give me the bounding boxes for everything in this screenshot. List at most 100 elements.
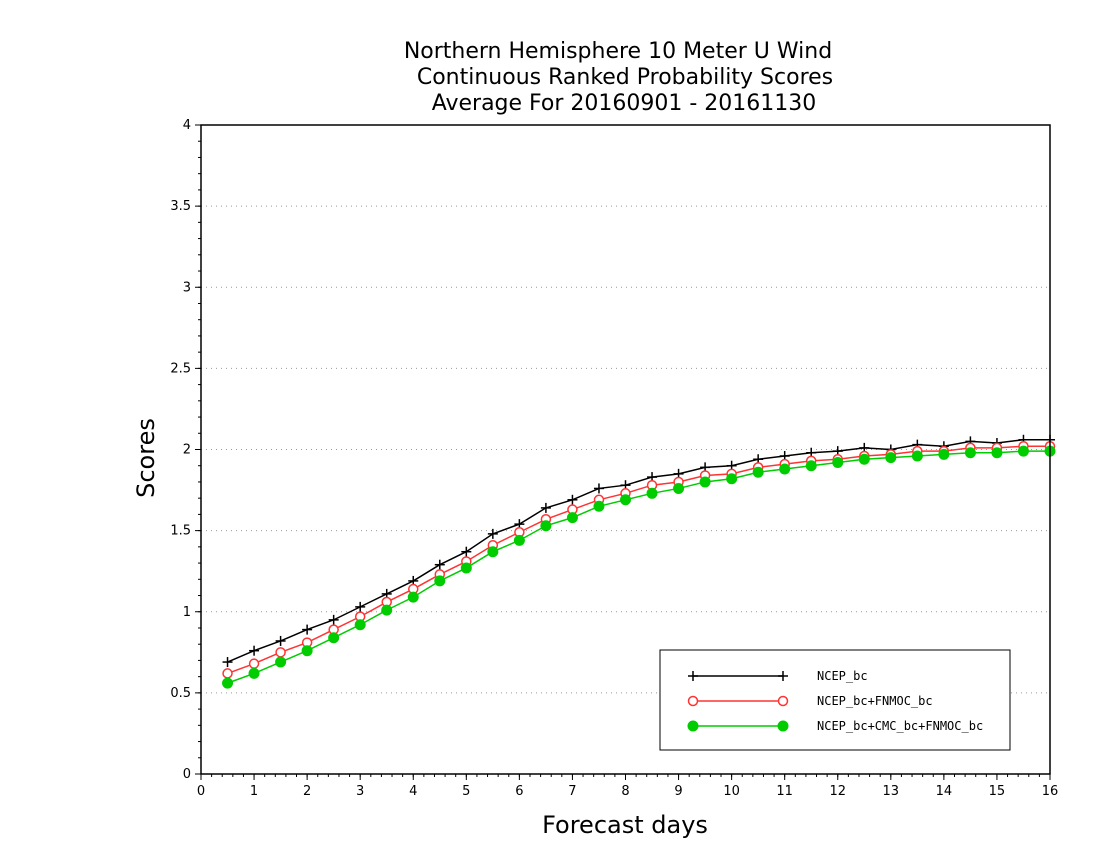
data-point bbox=[779, 463, 791, 475]
data-point bbox=[328, 614, 339, 625]
data-point bbox=[222, 668, 233, 679]
x-tick-label: 5 bbox=[462, 784, 470, 799]
data-point bbox=[302, 624, 313, 635]
x-tick-label: 15 bbox=[989, 784, 1006, 799]
data-point bbox=[593, 483, 604, 494]
data-point bbox=[275, 647, 286, 658]
data-point bbox=[461, 546, 472, 557]
data-point bbox=[275, 635, 286, 646]
data-point bbox=[991, 447, 1003, 459]
data-point bbox=[487, 528, 498, 539]
data-point bbox=[355, 601, 366, 612]
legend-label: NCEP_bc+CMC_bc+FNMOC_bc bbox=[817, 719, 983, 733]
x-tick-label: 7 bbox=[568, 784, 576, 799]
data-point bbox=[620, 494, 631, 506]
data-point bbox=[540, 502, 551, 513]
y-axis-title: Scores bbox=[132, 418, 160, 498]
title-line-1: Northern Hemisphere 10 Meter U Wind bbox=[404, 39, 832, 64]
data-point bbox=[513, 534, 525, 546]
legend-label: NCEP_bc+FNMOC_bc bbox=[817, 694, 933, 708]
y-tick-label: 0 bbox=[183, 767, 191, 782]
series-1 bbox=[222, 434, 1055, 668]
x-tick-label: 10 bbox=[723, 784, 740, 799]
x-axis-title: Forecast days bbox=[542, 811, 708, 839]
data-point bbox=[222, 657, 233, 668]
data-point bbox=[938, 448, 950, 460]
data-point bbox=[354, 619, 366, 631]
data-point bbox=[301, 645, 313, 657]
data-point bbox=[249, 645, 260, 656]
series-line bbox=[227, 445, 1050, 675]
legend-marker bbox=[687, 720, 699, 732]
title-line-2: Continuous Ranked Probability Scores bbox=[417, 65, 833, 90]
y-tick-label: 4 bbox=[183, 118, 191, 133]
x-tick-label: 8 bbox=[621, 784, 629, 799]
x-tick-label: 9 bbox=[674, 784, 682, 799]
legend-item: NCEP_bc+CMC_bc+FNMOC_bc bbox=[687, 719, 983, 733]
data-point bbox=[275, 656, 287, 668]
legend-marker bbox=[777, 720, 789, 732]
y-tick-label: 2.5 bbox=[170, 361, 191, 376]
data-point bbox=[567, 494, 578, 505]
data-point bbox=[646, 487, 658, 499]
data-point bbox=[699, 476, 711, 488]
data-point bbox=[381, 604, 393, 616]
x-tick-label: 6 bbox=[515, 784, 523, 799]
x-tick-label: 13 bbox=[883, 784, 900, 799]
x-tick-label: 1 bbox=[250, 784, 258, 799]
legend-label: NCEP_bc bbox=[817, 669, 868, 683]
gridlines bbox=[201, 205, 1050, 694]
data-point bbox=[248, 667, 260, 679]
data-point bbox=[832, 456, 844, 468]
legend-marker bbox=[778, 671, 788, 681]
data-point bbox=[434, 559, 445, 570]
data-point bbox=[593, 500, 605, 512]
legend: NCEP_bc NCEP_bc+FNMOC_bc NCEP_bc+CMC_bc+FN… bbox=[659, 649, 1011, 751]
data-point bbox=[434, 575, 446, 587]
y-tick-label: 0.5 bbox=[170, 686, 191, 701]
data-point bbox=[673, 482, 685, 494]
axis-ticks: 00.511.522.533.540 1 2 3 4 5 6 7 8 9 10 11 12 13 14 15 1… bbox=[170, 118, 1058, 799]
y-tick-label: 3 bbox=[183, 280, 191, 295]
chart-title: Northern Hemisphere 10 Meter U Wind Cont… bbox=[404, 39, 833, 116]
x-tick-label: 11 bbox=[776, 784, 793, 799]
legend-marker bbox=[688, 671, 698, 681]
data-point bbox=[540, 520, 552, 532]
data-point bbox=[885, 452, 897, 464]
data-point bbox=[487, 546, 499, 558]
data-point bbox=[964, 447, 976, 459]
y-tick-label: 1 bbox=[183, 605, 191, 620]
series-3 bbox=[222, 445, 1056, 689]
data-point bbox=[858, 453, 870, 465]
x-tick-label: 2 bbox=[303, 784, 311, 799]
data-point bbox=[1017, 445, 1029, 457]
x-tick-label: 16 bbox=[1042, 784, 1059, 799]
data-point bbox=[328, 632, 340, 644]
data-point bbox=[460, 562, 472, 574]
series-2 bbox=[222, 441, 1056, 679]
data-point bbox=[222, 677, 234, 689]
x-tick-label: 12 bbox=[829, 784, 846, 799]
legend-marker bbox=[777, 695, 789, 707]
data-point bbox=[911, 450, 923, 462]
data-point bbox=[407, 591, 419, 603]
legend-box bbox=[659, 649, 1011, 751]
x-tick-label: 3 bbox=[356, 784, 364, 799]
x-tick-label: 4 bbox=[409, 784, 417, 799]
data-point bbox=[248, 658, 260, 669]
x-tick-label: 14 bbox=[936, 784, 953, 799]
legend-item: NCEP_bc bbox=[688, 669, 868, 683]
data-point bbox=[566, 512, 578, 524]
title-line-3: Average For 20160901 - 20161130 bbox=[432, 91, 817, 116]
legend-marker bbox=[687, 695, 699, 707]
data-point bbox=[805, 460, 817, 472]
y-tick-label: 3.5 bbox=[170, 199, 191, 214]
series-line bbox=[227, 439, 1050, 663]
data-point bbox=[726, 473, 738, 485]
legend-item: NCEP_bc+FNMOC_bc bbox=[687, 694, 933, 708]
x-tick-label: 0 bbox=[197, 784, 205, 799]
data-point bbox=[752, 466, 764, 478]
y-tick-label: 2 bbox=[183, 443, 191, 458]
series-line bbox=[227, 450, 1050, 684]
